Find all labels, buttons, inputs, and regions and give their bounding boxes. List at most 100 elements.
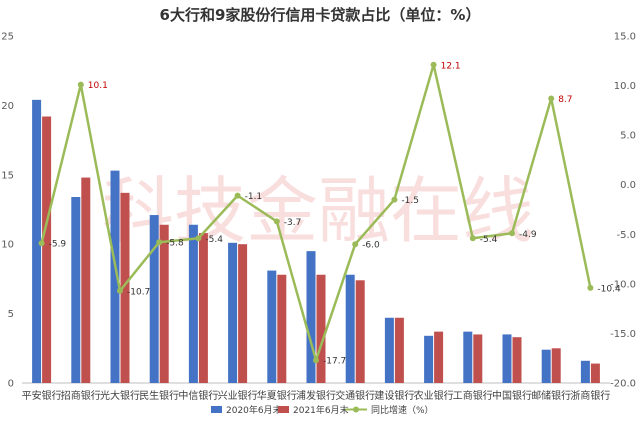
bar-2020 [267,270,277,383]
bar-2021 [120,192,130,383]
chart-title: 6大行和9家股份行信用卡贷款占比（单位：%） [160,6,481,24]
growth-data-label: -4.9 [519,230,537,240]
bar-2021 [316,274,326,383]
y-right-tick-label: 15.0 [614,32,636,43]
legend-swatch [278,406,289,413]
x-category-label: 工商银行 [453,389,493,402]
watermark: 科技金融在线 [102,169,534,253]
bar-2021 [394,317,404,383]
bar-2020 [463,331,473,383]
growth-point [313,357,319,364]
bar-2020 [541,349,551,383]
growth-data-label: -5.9 [49,240,67,250]
growth-data-label: -1.5 [401,196,419,206]
growth-point [587,284,594,291]
legend-label: 同比增速（%） [371,404,434,416]
bar-2021 [355,280,365,383]
y-right-tick-label: -5.0 [616,230,636,241]
growth-point [430,61,437,68]
growth-data-label: -10.7 [127,287,150,297]
bar-2020 [110,170,120,383]
bar-2020 [228,242,238,383]
x-category-label: 光大银行 [100,389,140,402]
bar-2020 [580,360,590,383]
legend-line-marker [353,406,359,413]
y-left-tick-label: 0 [8,379,14,390]
bar-2020 [71,197,81,383]
x-category-label: 中信银行 [178,389,218,402]
legend-label: 2020年6月末 [226,404,282,416]
y-left-tick-label: 20 [1,101,14,112]
x-category-label: 浦发银行 [296,389,336,402]
bar-2021 [277,274,287,383]
bar-2021 [473,334,483,383]
bar-2020 [188,224,198,383]
growth-data-label: -5.8 [166,239,184,249]
growth-point [117,287,123,294]
growth-point [509,230,515,237]
growth-point [391,196,398,203]
bar-2021 [590,363,600,383]
y-left-tick-label: 15 [1,170,14,181]
x-category-label: 农业银行 [414,389,454,402]
y-left-tick-label: 5 [8,309,14,320]
x-category-label: 民生银行 [139,389,179,402]
growth-data-label: -1.1 [245,192,263,202]
growth-data-label: -17.7 [323,357,346,367]
y-left-tick-label: 10 [1,240,14,251]
growth-data-label: -6.0 [362,241,380,251]
x-category-label: 兴业银行 [218,389,258,402]
y-right-tick-label: 10.0 [614,81,636,92]
bar-2021 [81,177,91,383]
growth-point [548,95,555,102]
growth-data-label: 8.7 [558,95,572,105]
bar-2021 [198,233,208,383]
growth-point [195,235,202,242]
data-labels-group: -5.9 10.1 -10.7 -5.8 -5.4 -1.1 -3.7 -17.7 -6.0 -1… [49,61,621,366]
x-category-label: 华夏银行 [257,389,297,402]
bar-2020 [424,335,434,383]
bar-2021 [512,337,522,383]
growth-point [234,192,241,199]
bar-2020 [502,334,512,383]
bar-2020 [32,99,42,384]
growth-point [273,218,280,225]
x-category-label: 招商银行 [61,389,101,402]
bar-2021 [551,348,561,383]
x-category-label: 交通银行 [335,389,375,402]
y-right-tick-label: -10.0 [610,279,636,290]
growth-line-group [38,61,594,364]
growth-data-label: 12.1 [441,61,461,71]
bar-2021 [238,244,248,383]
y-right-tick-label: -15.0 [610,329,636,340]
bar-2020 [384,317,394,383]
x-category-label: 邮储银行 [531,389,571,402]
y-right-tick-label: -20.0 [610,379,636,390]
growth-point [352,241,359,248]
y-right-tick-label: 0.0 [620,180,636,191]
y-left-tick-label: 25 [1,32,14,43]
growth-data-label: -5.4 [205,235,223,245]
x-category-label: 中国银行 [492,389,532,402]
bar-2021 [159,224,169,383]
growth-data-label: -3.7 [284,218,302,228]
bar-2020 [306,251,316,383]
growth-point [38,240,45,247]
bar-2020 [149,215,159,383]
legend-swatch [211,406,222,413]
x-category-label: 建设银行 [374,389,414,402]
x-category-label: 平安银行 [22,389,62,402]
bar-2020 [345,274,355,383]
bar-2021 [42,116,52,383]
growth-data-label: 10.1 [88,81,108,91]
growth-data-label: -10.4 [597,284,621,294]
legend: 2020年6月末 2021年6月末 同比增速（%） [211,404,434,416]
growth-point [77,81,84,88]
bar-2021 [434,331,444,383]
y-right-tick-label: 5.0 [620,131,636,142]
axes: 0 5 10 15 20 25 -20.0 -15.0 -10.0 -5.0 0.0 5.0 10.0 1… [1,32,636,403]
x-category-label: 浙商银行 [570,389,610,402]
legend-label: 2021年6月末 [293,404,349,416]
growth-point [156,239,163,246]
